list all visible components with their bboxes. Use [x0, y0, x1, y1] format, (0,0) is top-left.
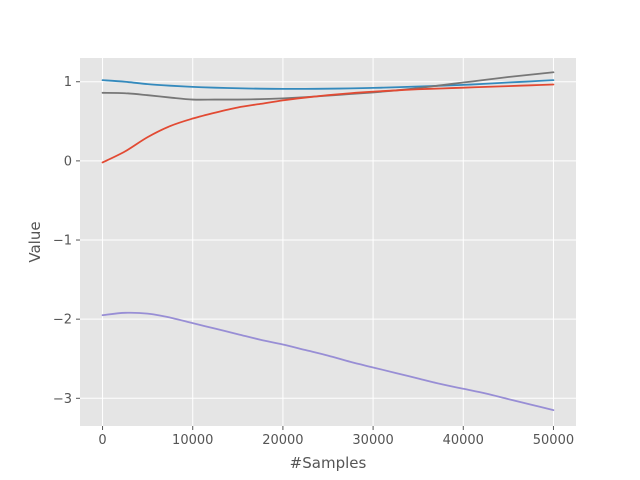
- series-line-1: [101, 79, 555, 90]
- series-group: [101, 71, 555, 412]
- x-axis-ticks: 0 10000 20000 30000 40000 50000: [98, 426, 574, 448]
- x-axis-label: #Samples: [290, 454, 367, 472]
- y-tick-label: −1: [53, 234, 72, 249]
- plot-background: [80, 58, 576, 426]
- y-tick-label: 0: [64, 154, 72, 169]
- y-tick-label: −2: [53, 313, 72, 328]
- x-tick-label: 30000: [352, 433, 393, 448]
- x-tick-label: 50000: [533, 433, 574, 448]
- series-line-3: [101, 83, 555, 164]
- x-tick-label: 0: [98, 433, 106, 448]
- series-line-4: [101, 311, 555, 412]
- y-tick-label: −3: [53, 392, 72, 407]
- x-tick-label: 40000: [443, 433, 484, 448]
- y-axis-label: Value: [26, 221, 44, 262]
- y-tick-label: 1: [64, 75, 72, 90]
- x-tick-label: 20000: [262, 433, 303, 448]
- y-axis-ticks: −3 −2 −1 0 1: [53, 75, 80, 407]
- x-tick-label: 10000: [172, 433, 213, 448]
